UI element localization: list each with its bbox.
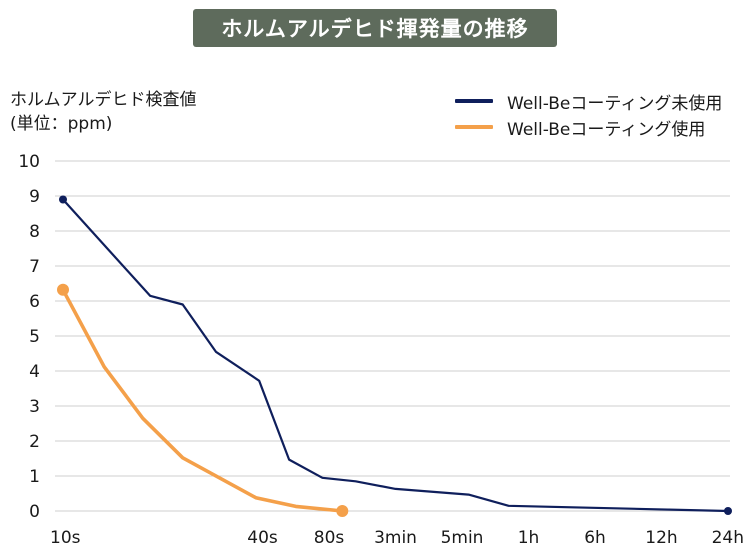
- series-markers: [57, 195, 732, 517]
- y-tick-label-7: 7: [29, 257, 40, 277]
- data-point-s1-0: [57, 283, 69, 296]
- data-point-s1-6: [336, 505, 349, 517]
- x-tick-label-10s: 10s: [50, 528, 81, 548]
- legend-swatch-coated: [455, 125, 493, 129]
- series-line-0: [61, 198, 730, 513]
- y-tick-label-1: 1: [29, 467, 40, 487]
- y-tick-label-5: 5: [29, 327, 40, 347]
- gridlines: [55, 160, 730, 512]
- y-axis-label: ホルムアルデヒド検査値 (単位：ppm): [10, 88, 197, 136]
- x-tick-label-80s: 80s: [314, 528, 345, 548]
- x-tick-label-3min: 3min: [374, 528, 417, 548]
- legend-item-uncoated: Well-Beコーティング未使用: [455, 89, 723, 114]
- x-tick-label-24h: 24h: [712, 528, 744, 548]
- legend-item-coated: Well-Beコーティング使用: [455, 115, 722, 140]
- series-lines: [61, 198, 730, 513]
- y-tick-label-6: 6: [29, 292, 40, 312]
- legend-label-coated: Well-Beコーティング使用: [507, 119, 706, 140]
- legend-swatch-uncoated: [455, 99, 493, 103]
- y-tick-labels: 0 1 2 3 4 5 6 7 8 9 10: [18, 152, 40, 522]
- y-tick-label-3: 3: [29, 397, 40, 417]
- x-tick-label-6h: 6h: [584, 528, 606, 548]
- y-tick-label-4: 4: [29, 362, 40, 382]
- data-point-s0-11: [724, 507, 732, 515]
- y-axis-label-line1: ホルムアルデヒド検査値: [10, 90, 197, 110]
- x-tick-labels: 10s 40s 80s 3min 5min 1h 6h 12h 24h: [50, 528, 744, 548]
- x-tick-label-40s: 40s: [247, 528, 278, 548]
- chart-title-box: ホルムアルデヒド揮発量の推移: [193, 9, 557, 47]
- y-tick-label-2: 2: [29, 432, 40, 452]
- y-axis-label-line2: (単位：ppm): [10, 114, 113, 134]
- legend-label-uncoated: Well-Beコーティング未使用: [507, 93, 723, 114]
- x-tick-label-5min: 5min: [441, 528, 484, 548]
- x-tick-label-1h: 1h: [518, 528, 540, 548]
- legend: Well-Beコーティング未使用 Well-Beコーティング使用: [455, 89, 722, 141]
- y-tick-label-0: 0: [29, 502, 40, 522]
- y-tick-label-10: 10: [18, 152, 40, 172]
- series-line-1: [61, 288, 345, 513]
- data-point-s0-0: [59, 195, 67, 204]
- y-tick-label-8: 8: [29, 222, 40, 242]
- y-tick-label-9: 9: [29, 187, 40, 207]
- chart-title: ホルムアルデヒド揮発量の推移: [221, 17, 529, 41]
- x-tick-label-12h: 12h: [645, 528, 677, 548]
